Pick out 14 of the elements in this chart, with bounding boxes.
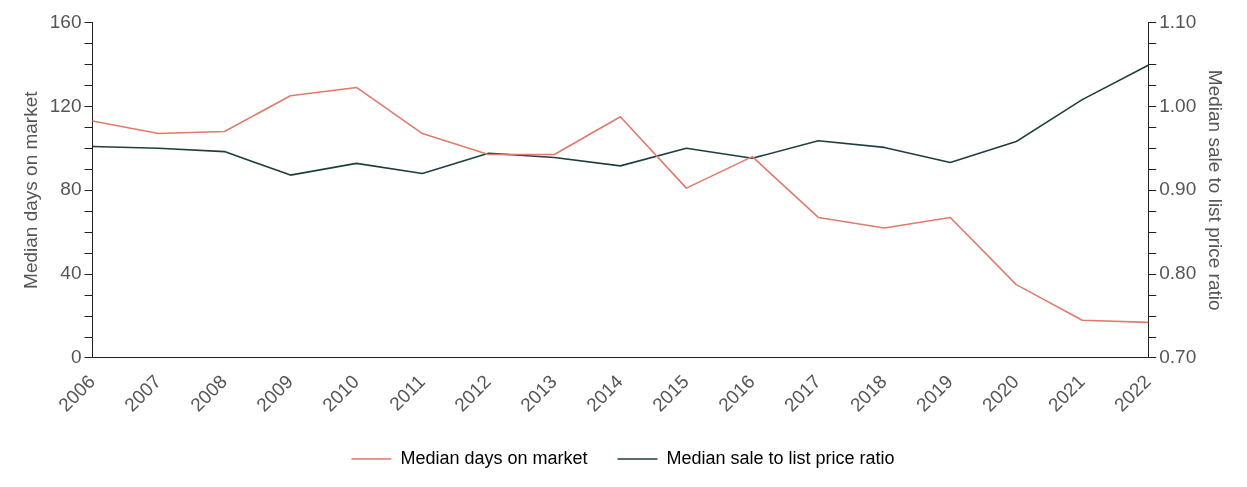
y-tick-label: 80 [60,178,82,200]
y-tick-label: 160 [49,10,82,32]
legend-label: Median days on market [400,447,588,468]
y2-tick-label: 0.70 [1159,346,1197,368]
y-tick-label: 40 [60,262,82,284]
y2-tick-label: 1.00 [1159,94,1197,116]
y2-tick-label: 0.80 [1159,262,1197,284]
y2-tick-label: 1.10 [1159,10,1197,32]
y-tick-label: 0 [70,346,82,368]
legend-label: Median sale to list price ratio [666,447,895,468]
y2-tick-label: 0.90 [1159,178,1197,200]
y-axis-title: Median days on market [19,90,41,289]
y2-axis-title: Median sale to list price ratio [1205,69,1227,311]
y-tick-label: 120 [49,94,82,116]
